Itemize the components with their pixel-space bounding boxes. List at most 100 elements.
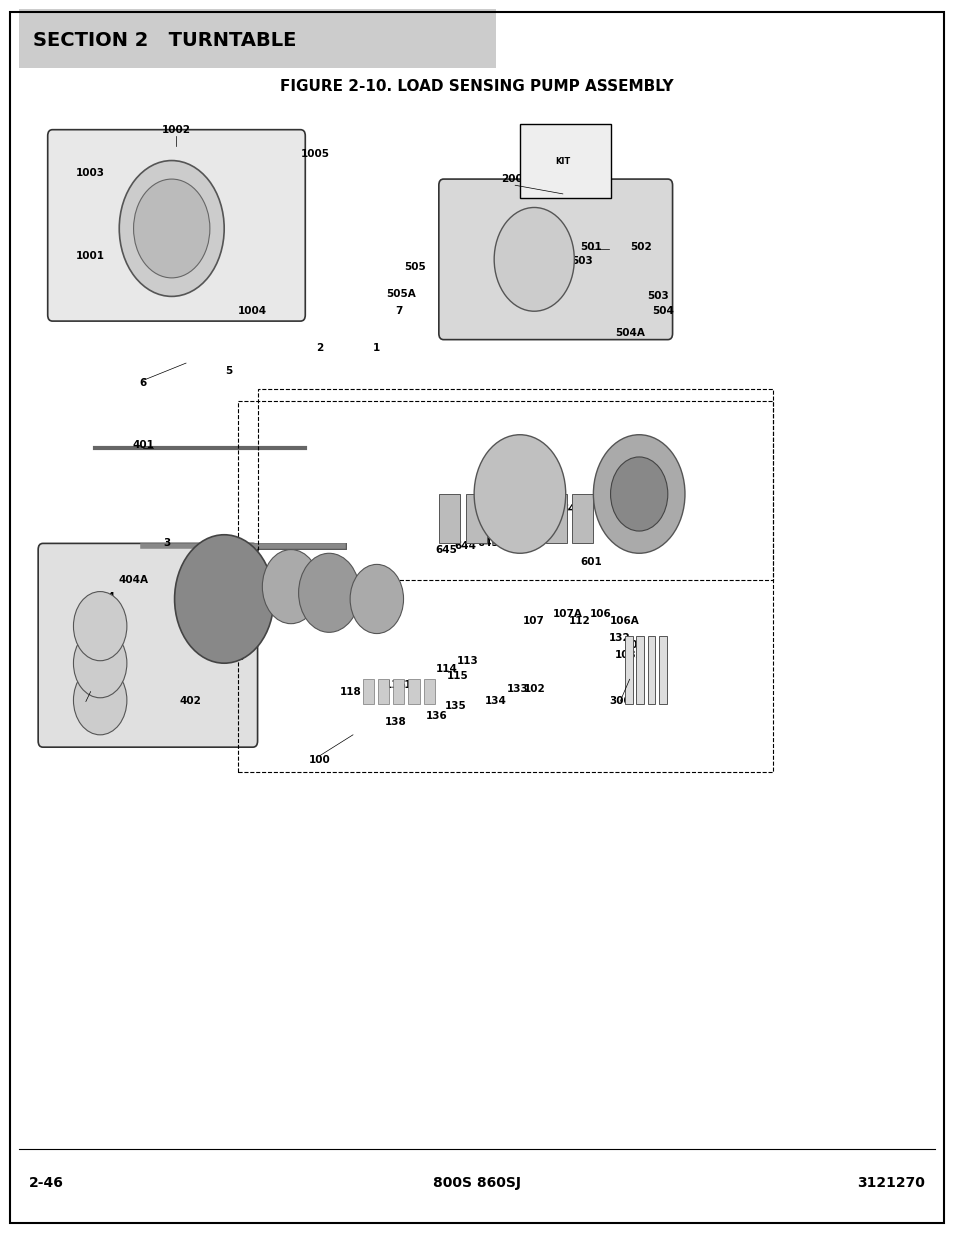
Text: 112: 112 bbox=[569, 616, 590, 626]
Circle shape bbox=[474, 435, 565, 553]
Text: 133: 133 bbox=[507, 684, 528, 694]
Text: 106: 106 bbox=[590, 609, 611, 619]
Text: 501: 501 bbox=[580, 242, 601, 252]
Bar bbox=[492, 494, 513, 543]
Text: 107: 107 bbox=[523, 616, 544, 626]
Text: 503: 503 bbox=[571, 256, 592, 266]
Text: 3121270: 3121270 bbox=[857, 1176, 924, 1191]
Text: 601: 601 bbox=[580, 557, 601, 567]
Text: 116: 116 bbox=[385, 680, 406, 690]
Text: 138: 138 bbox=[385, 718, 406, 727]
Text: 114: 114 bbox=[436, 664, 456, 674]
Text: 650: 650 bbox=[647, 462, 668, 472]
Text: 1003: 1003 bbox=[76, 168, 105, 178]
Text: 405: 405 bbox=[350, 603, 371, 613]
Text: 106A: 106A bbox=[609, 616, 639, 626]
Text: 502: 502 bbox=[630, 242, 651, 252]
Text: 2000: 2000 bbox=[500, 174, 529, 184]
Text: 132: 132 bbox=[609, 634, 630, 643]
Circle shape bbox=[174, 535, 274, 663]
Text: 402: 402 bbox=[180, 697, 201, 706]
Text: 136: 136 bbox=[426, 711, 447, 721]
Text: 505: 505 bbox=[404, 262, 425, 272]
Text: 1005: 1005 bbox=[300, 149, 329, 159]
Bar bbox=[519, 124, 610, 198]
Text: FIGURE 2-10. LOAD SENSING PUMP ASSEMBLY: FIGURE 2-10. LOAD SENSING PUMP ASSEMBLY bbox=[280, 79, 673, 94]
Circle shape bbox=[350, 564, 403, 634]
Circle shape bbox=[133, 179, 210, 278]
Text: 404: 404 bbox=[93, 592, 116, 601]
Text: 645: 645 bbox=[436, 545, 456, 555]
Text: 2-46: 2-46 bbox=[29, 1176, 64, 1191]
Bar bbox=[647, 636, 655, 704]
Text: 403: 403 bbox=[75, 697, 96, 706]
Text: 649: 649 bbox=[623, 480, 644, 490]
Text: 200: 200 bbox=[223, 652, 244, 662]
Text: 135: 135 bbox=[445, 701, 466, 711]
Text: 641: 641 bbox=[512, 501, 533, 511]
Bar bbox=[19, 99, 934, 1142]
Text: 11: 11 bbox=[207, 603, 222, 613]
Text: 1001: 1001 bbox=[76, 251, 105, 261]
Bar bbox=[438, 494, 459, 543]
Text: 642: 642 bbox=[502, 535, 523, 545]
Text: 7: 7 bbox=[395, 306, 402, 316]
Text: 505A: 505A bbox=[385, 289, 416, 299]
Bar bbox=[408, 679, 419, 704]
FancyBboxPatch shape bbox=[48, 130, 305, 321]
Bar bbox=[257, 389, 772, 580]
Text: 504: 504 bbox=[652, 306, 673, 316]
Text: 5: 5 bbox=[225, 366, 233, 375]
Text: 4: 4 bbox=[296, 559, 304, 569]
Bar bbox=[393, 679, 404, 704]
Text: 643: 643 bbox=[477, 538, 498, 548]
Text: 3: 3 bbox=[163, 538, 171, 548]
Text: 1: 1 bbox=[373, 343, 380, 353]
Circle shape bbox=[73, 629, 127, 698]
Bar bbox=[572, 494, 593, 543]
Text: 503: 503 bbox=[647, 291, 668, 301]
Bar bbox=[659, 636, 666, 704]
Text: 2: 2 bbox=[315, 343, 323, 353]
Circle shape bbox=[593, 435, 684, 553]
Bar bbox=[465, 494, 486, 543]
FancyBboxPatch shape bbox=[438, 179, 672, 340]
Text: 103A: 103A bbox=[614, 650, 644, 659]
Text: 504A: 504A bbox=[614, 329, 644, 338]
Text: 113: 113 bbox=[456, 656, 477, 666]
Text: 100: 100 bbox=[309, 755, 330, 764]
Text: SECTION 2   TURNTABLE: SECTION 2 TURNTABLE bbox=[33, 31, 296, 51]
Circle shape bbox=[262, 550, 319, 624]
Bar bbox=[377, 679, 389, 704]
Text: 102: 102 bbox=[523, 684, 544, 694]
Text: 117: 117 bbox=[397, 680, 418, 690]
Text: 107A: 107A bbox=[552, 609, 582, 619]
Bar bbox=[624, 636, 632, 704]
Circle shape bbox=[73, 592, 127, 661]
Text: 103: 103 bbox=[623, 640, 644, 650]
Bar bbox=[238, 401, 772, 772]
Bar bbox=[545, 494, 566, 543]
Text: 404A: 404A bbox=[118, 576, 149, 585]
Circle shape bbox=[494, 207, 574, 311]
Text: 8: 8 bbox=[257, 592, 265, 601]
Text: KIT: KIT bbox=[555, 157, 570, 167]
Text: 134: 134 bbox=[485, 697, 506, 706]
Circle shape bbox=[610, 457, 667, 531]
Text: 1004: 1004 bbox=[238, 306, 267, 316]
Circle shape bbox=[298, 553, 359, 632]
Bar bbox=[362, 679, 374, 704]
Text: 1002: 1002 bbox=[162, 125, 191, 135]
Text: 647: 647 bbox=[598, 492, 621, 501]
Bar bbox=[518, 494, 539, 543]
Circle shape bbox=[73, 666, 127, 735]
Text: 6: 6 bbox=[139, 378, 147, 388]
Bar bbox=[636, 636, 643, 704]
Text: 115: 115 bbox=[447, 671, 468, 680]
Text: 300: 300 bbox=[609, 697, 630, 706]
Text: 10: 10 bbox=[191, 603, 206, 613]
Bar bbox=[19, 9, 496, 68]
Text: 118: 118 bbox=[340, 687, 361, 697]
Text: 800S 860SJ: 800S 860SJ bbox=[433, 1176, 520, 1191]
Text: 646: 646 bbox=[561, 504, 582, 514]
